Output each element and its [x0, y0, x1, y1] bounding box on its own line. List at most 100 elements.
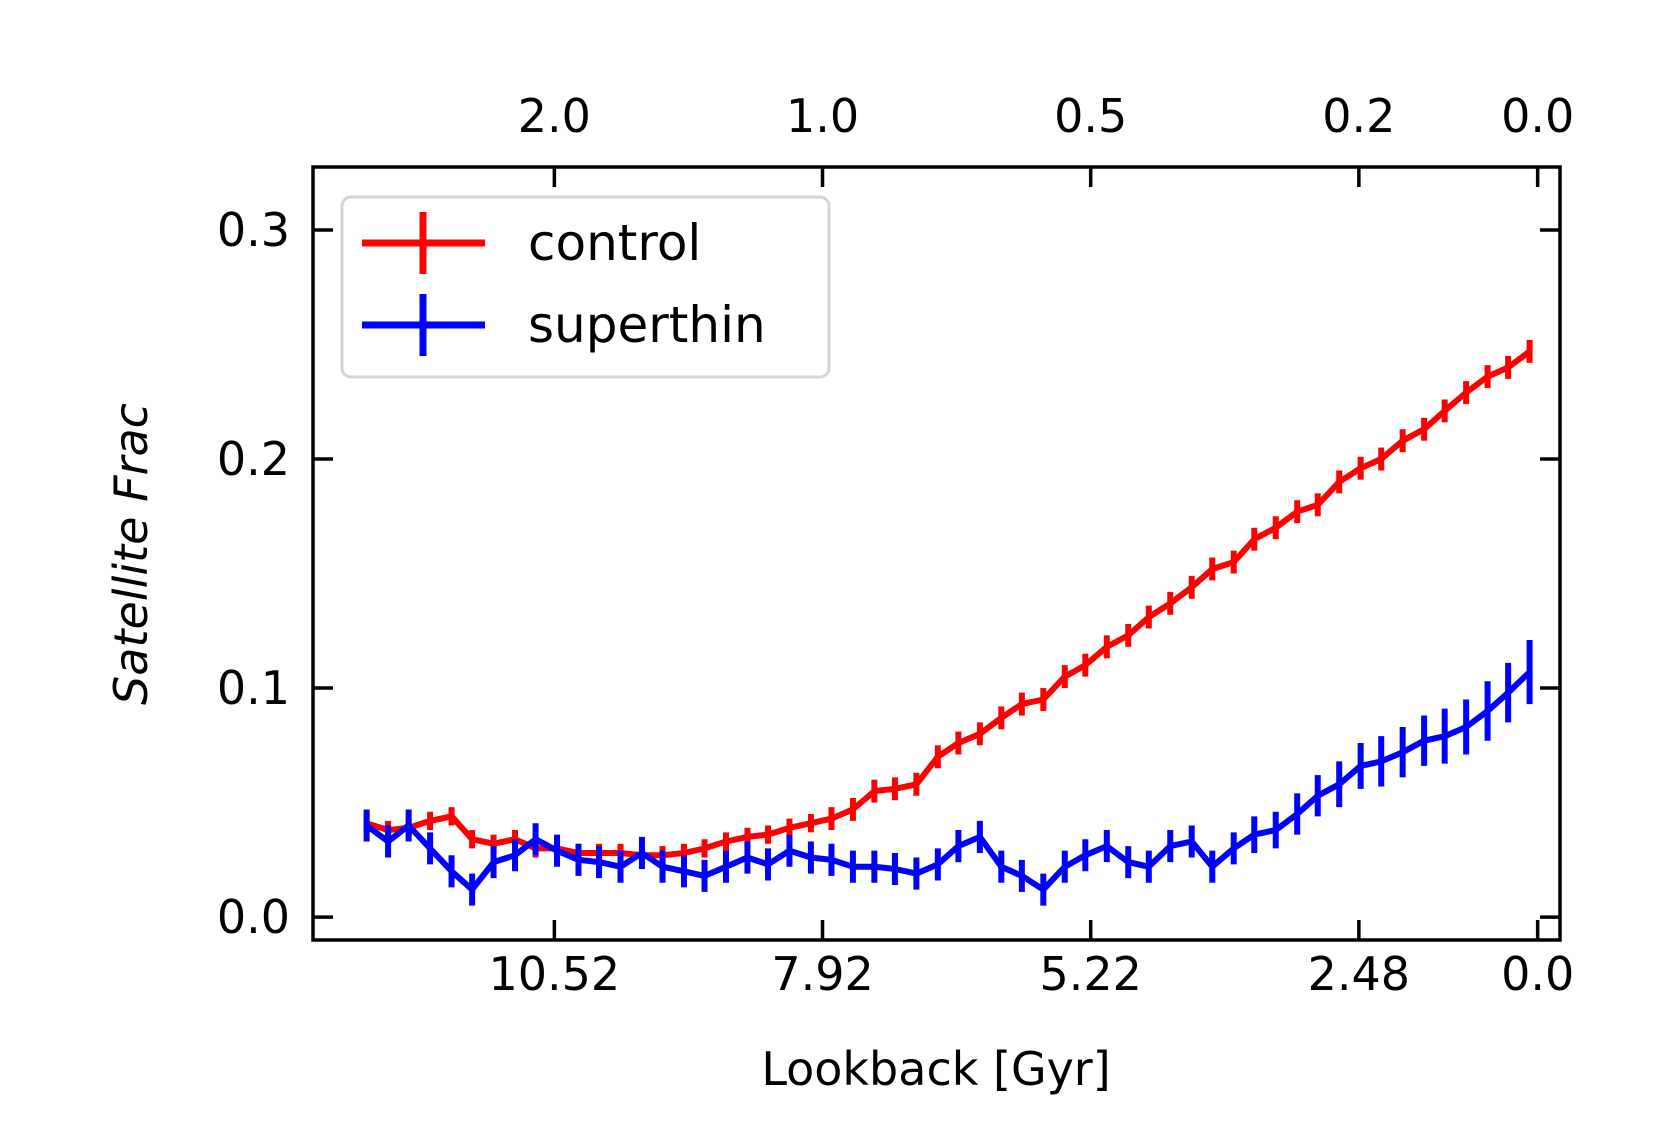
- legend: control superthin: [340, 195, 831, 379]
- top-tick-label: 1.0: [786, 89, 859, 143]
- data-point-superthin: [913, 870, 920, 877]
- data-point-control: [1230, 559, 1237, 566]
- data-point-control: [722, 838, 729, 845]
- data-point-superthin: [617, 863, 624, 870]
- data-point-superthin: [363, 822, 370, 829]
- data-point-superthin: [786, 847, 793, 854]
- legend-item-control: control: [362, 212, 701, 274]
- data-point-control: [1209, 565, 1216, 572]
- data-point-superthin: [722, 863, 729, 870]
- data-point-control: [828, 815, 835, 822]
- data-point-superthin: [849, 863, 856, 870]
- data-point-superthin: [1272, 827, 1279, 834]
- data-point-superthin: [1294, 811, 1301, 818]
- data-point-superthin: [1505, 689, 1512, 696]
- top-tick-label: 0.0: [1501, 89, 1574, 143]
- data-point-control: [1399, 437, 1406, 444]
- legend-label-superthin: superthin: [528, 296, 766, 354]
- data-point-superthin: [1251, 831, 1258, 838]
- data-point-superthin: [1082, 852, 1089, 859]
- data-point-control: [764, 831, 771, 838]
- data-point-superthin: [1399, 749, 1406, 756]
- data-point-superthin: [532, 836, 539, 843]
- data-point-superthin: [1484, 707, 1491, 714]
- data-point-superthin: [554, 847, 561, 854]
- data-point-control: [1378, 456, 1385, 463]
- data-point-superthin: [1167, 843, 1174, 850]
- data-point-superthin: [976, 833, 983, 840]
- data-point-control: [955, 740, 962, 747]
- data-point-superthin: [1061, 863, 1068, 870]
- data-point-control: [680, 849, 687, 856]
- data-point-control: [1251, 536, 1258, 543]
- data-point-control: [1103, 643, 1110, 650]
- data-point-superthin: [1103, 843, 1110, 850]
- y-tick-label: 0.0: [217, 890, 290, 944]
- data-point-superthin: [744, 854, 751, 861]
- data-point-superthin: [871, 863, 878, 870]
- data-point-superthin: [1314, 792, 1321, 799]
- data-point-superthin: [427, 845, 434, 852]
- data-point-control: [1336, 478, 1343, 485]
- data-point-superthin: [1209, 863, 1216, 870]
- data-point-control: [1061, 673, 1068, 680]
- data-point-superthin: [764, 861, 771, 868]
- data-point-control: [1441, 407, 1448, 414]
- data-point-superthin: [1125, 859, 1132, 866]
- data-point-control: [913, 781, 920, 788]
- data-point-control: [1125, 632, 1132, 639]
- data-point-control: [1505, 364, 1512, 371]
- series-line-superthin: [363, 669, 1533, 893]
- data-point-control: [1526, 348, 1533, 355]
- data-point-superthin: [1357, 762, 1364, 769]
- data-point-superthin: [512, 852, 519, 859]
- data-point-control: [1188, 584, 1195, 591]
- data-point-superthin: [596, 859, 603, 866]
- data-point-superthin: [680, 868, 687, 875]
- data-point-control: [448, 813, 455, 820]
- data-point-superthin: [1463, 723, 1470, 730]
- data-point-control: [1314, 501, 1321, 508]
- x-tick-label: 10.52: [489, 947, 621, 1001]
- data-point-control: [701, 845, 708, 852]
- x-tick-label: 5.22: [1039, 947, 1141, 1001]
- x-tick-label: 7.92: [771, 947, 873, 1001]
- data-point-control: [1484, 373, 1491, 380]
- data-point-control: [1357, 465, 1364, 472]
- data-point-control: [744, 833, 751, 840]
- data-point-control: [490, 840, 497, 847]
- data-point-control: [807, 820, 814, 827]
- y-tick-label: 0.2: [217, 432, 290, 486]
- top-tick-label: 0.5: [1054, 89, 1127, 143]
- data-point-superthin: [469, 886, 476, 893]
- data-point-control: [849, 806, 856, 813]
- data-point-control: [786, 824, 793, 831]
- data-point-control: [976, 730, 983, 737]
- y-axis-label: Satellite Frac: [104, 403, 158, 705]
- top-tick-label: 0.2: [1322, 89, 1395, 143]
- data-point-control: [1040, 696, 1047, 703]
- data-point-control: [1082, 662, 1089, 669]
- y-tick-label: 0.3: [217, 203, 290, 257]
- series-layer: [363, 339, 1533, 906]
- data-point-superthin: [828, 856, 835, 863]
- data-point-superthin: [490, 859, 497, 866]
- y-tick-label: 0.1: [217, 661, 290, 715]
- data-point-superthin: [1378, 758, 1385, 765]
- data-point-superthin: [998, 863, 1005, 870]
- data-point-control: [1421, 426, 1428, 433]
- data-point-superthin: [638, 849, 645, 856]
- data-point-control: [871, 788, 878, 795]
- data-point-superthin: [1018, 872, 1025, 879]
- data-point-control: [891, 785, 898, 792]
- data-point-superthin: [1145, 863, 1152, 870]
- x-axis-label: Lookback [Gyr]: [761, 1042, 1110, 1096]
- legend-item-superthin: superthin: [362, 294, 766, 356]
- data-point-superthin: [575, 856, 582, 863]
- data-point-control: [469, 836, 476, 843]
- data-point-control: [1272, 524, 1279, 531]
- plot-frame: [311, 165, 1562, 942]
- x-tick-label: 0.0: [1501, 947, 1574, 1001]
- data-point-superthin: [405, 822, 412, 829]
